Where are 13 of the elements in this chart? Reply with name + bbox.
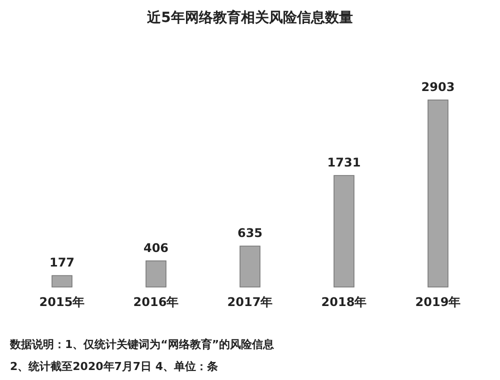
data-label: 635 xyxy=(237,226,263,240)
x-tick-label: 2018年 xyxy=(321,295,367,309)
text: 2、统计截至2020年7月7日 4、单位：条 xyxy=(10,360,218,373)
text: 数据说明：1、仅统计关键词为“网络教育”的风险信息 xyxy=(9,338,276,351)
x-tick-label: 2015年 xyxy=(39,295,85,309)
data-label: 406 xyxy=(143,240,169,255)
x-tick-label: 2017年 xyxy=(227,295,273,309)
data-label: 177 xyxy=(49,256,75,270)
x-tick-label: 2019年 xyxy=(415,295,461,309)
data-label: 1731 xyxy=(327,155,361,170)
x-tick-label: 2016年 xyxy=(133,295,179,309)
data-label: 2903 xyxy=(421,80,455,94)
chart-title: 近5年网络教育相关风险信息数量 xyxy=(146,9,353,26)
